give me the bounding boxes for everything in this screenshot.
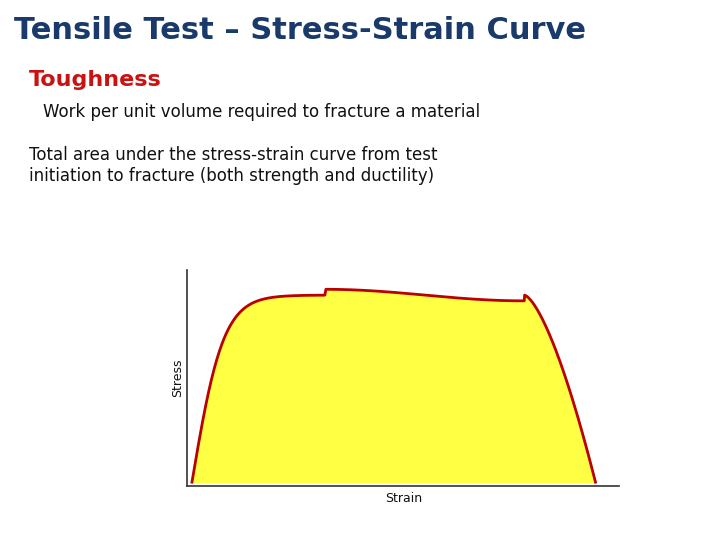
- X-axis label: Strain: Strain: [384, 491, 422, 504]
- Text: Total area under the stress-strain curve from test
initiation to fracture (both : Total area under the stress-strain curve…: [29, 146, 437, 185]
- Text: Toughness: Toughness: [29, 70, 161, 90]
- Y-axis label: Stress: Stress: [171, 359, 184, 397]
- Text: Tensile Test – Stress-Strain Curve: Tensile Test – Stress-Strain Curve: [14, 16, 586, 45]
- Text: Work per unit volume required to fracture a material: Work per unit volume required to fractur…: [43, 103, 480, 120]
